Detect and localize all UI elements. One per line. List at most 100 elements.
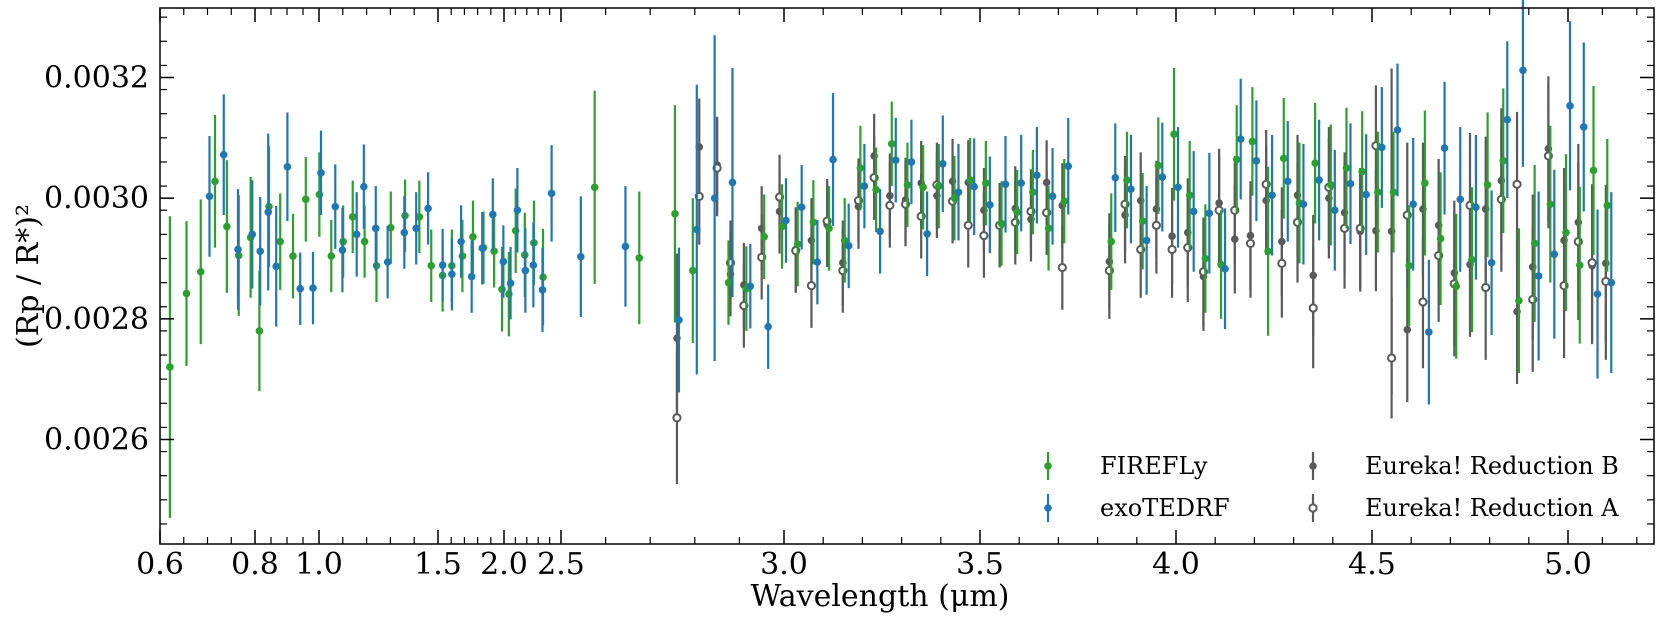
firefly-point <box>415 213 424 221</box>
exotedrf-point <box>1550 250 1559 259</box>
exotedrf-point <box>360 182 368 191</box>
exotedrf-point <box>621 242 630 251</box>
firefly-point <box>498 285 506 294</box>
exotedrf-point <box>547 189 556 198</box>
x-tick-label: 3.5 <box>956 547 1004 582</box>
exotedrf-point <box>1362 190 1370 199</box>
exotedrf-point <box>876 227 884 236</box>
legend-marker <box>1044 462 1052 470</box>
exotedrf-point <box>438 261 447 269</box>
exotedrf-point <box>1299 200 1308 208</box>
exotedrf-point <box>1346 179 1355 188</box>
exotedrf-point <box>1456 195 1465 204</box>
exotedrf-point <box>1174 183 1182 192</box>
firefly-point <box>490 247 498 256</box>
firefly-point <box>966 176 974 184</box>
eureka-reduction-b-point <box>1403 325 1412 334</box>
firefly-point <box>1358 167 1366 176</box>
firefly-point <box>211 177 219 186</box>
firefly-point <box>1264 247 1272 256</box>
firefly-point <box>360 237 369 246</box>
firefly-point <box>1060 197 1069 205</box>
exotedrf-point <box>1519 66 1527 75</box>
firefly-point <box>809 218 818 227</box>
firefly-point <box>386 223 395 232</box>
exotedrf-point <box>764 322 772 331</box>
firefly-point <box>1374 188 1382 196</box>
legend-entry-firefly: FIREFLy <box>1044 452 1208 480</box>
x-tick-label: 3.0 <box>760 547 808 582</box>
firefly-point <box>872 185 880 194</box>
firefly-point <box>778 222 786 231</box>
exotedrf-point <box>844 242 853 250</box>
exotedrf-point <box>860 182 869 190</box>
exotedrf-point <box>283 162 292 171</box>
exotedrf-point <box>467 272 476 281</box>
exotedrf-point <box>1127 185 1135 193</box>
firefly-point <box>1170 130 1178 139</box>
legend-label: Eureka! Reduction B <box>1365 452 1619 480</box>
exotedrf-point <box>1064 162 1073 170</box>
firefly-point <box>1342 164 1351 172</box>
exotedrf-point <box>1503 115 1512 124</box>
exotedrf-point <box>1111 173 1120 182</box>
exotedrf-point <box>338 246 347 254</box>
firefly-point <box>635 254 644 262</box>
eureka-reduction-a-point <box>1245 238 1256 249</box>
firefly-point <box>1154 161 1163 170</box>
exotedrf-point <box>1048 192 1057 201</box>
exotedrf-point <box>1472 203 1480 212</box>
firefly-point <box>289 252 297 260</box>
exotedrf-point <box>577 252 585 261</box>
x-tick-label: 1.5 <box>414 547 462 582</box>
exotedrf-point <box>923 229 931 238</box>
firefly-point <box>793 240 802 248</box>
firefly-point <box>982 179 990 187</box>
firefly-point <box>1405 261 1413 270</box>
exotedrf-point <box>499 257 508 266</box>
eureka-reduction-a-point <box>806 281 817 291</box>
exotedrf-point <box>1425 328 1433 336</box>
exotedrf-point <box>1221 264 1229 273</box>
axis-ticks: 0.6 0.8 1.0 1.5 2.0 2.5 3.0 3.5 4.0 4.5 5.0 0.0026 0… <box>44 8 1654 582</box>
exotedrf-point <box>529 261 538 269</box>
exotedrf-point <box>1579 123 1588 131</box>
exotedrf-point <box>954 188 963 196</box>
x-tick-label: 0.8 <box>231 547 279 582</box>
exotedrf-point <box>478 244 487 253</box>
x-tick-label: 2.5 <box>537 547 585 582</box>
exotedrf-point <box>746 282 755 291</box>
firefly-point <box>903 181 912 189</box>
legend-entry-eureka-reduction-b: Eureka! Reduction B <box>1309 452 1619 480</box>
firefly-point <box>1530 239 1539 248</box>
firefly-point <box>348 213 357 221</box>
x-axis-title: Wavelength (μm) <box>751 579 1010 614</box>
firefly-point <box>196 267 205 276</box>
plot-marks <box>166 0 1616 518</box>
firefly-point <box>1575 261 1584 269</box>
eureka-reduction-a-point <box>1587 258 1597 268</box>
firefly-point <box>1311 159 1319 167</box>
eureka-reduction-a-point <box>979 230 989 241</box>
eureka-reduction-a-point <box>1481 282 1491 293</box>
exotedrf-point <box>521 266 530 275</box>
legend-label: exoTEDRF <box>1100 494 1230 522</box>
exotedrf-point <box>352 230 361 239</box>
eureka-reduction-a-point <box>1512 179 1522 189</box>
exotedrf-point <box>891 156 900 164</box>
firefly-point <box>255 327 264 335</box>
firefly-point <box>1013 208 1021 216</box>
legend-label: Eureka! Reduction A <box>1365 494 1619 522</box>
exotedrf-point <box>1252 156 1261 165</box>
exotedrf-point <box>1487 258 1496 267</box>
firefly-point <box>1327 181 1335 189</box>
exotedrf-point <box>538 286 547 294</box>
x-tick-label: 0.6 <box>136 547 184 582</box>
exotedrf-point <box>383 258 392 266</box>
exotedrf-point <box>1440 144 1449 152</box>
firefly-point <box>1201 254 1210 263</box>
firefly-point <box>182 289 191 298</box>
legend-entry-eureka-reduction-a: Eureka! Reduction A <box>1308 494 1619 522</box>
firefly-point <box>760 232 768 241</box>
